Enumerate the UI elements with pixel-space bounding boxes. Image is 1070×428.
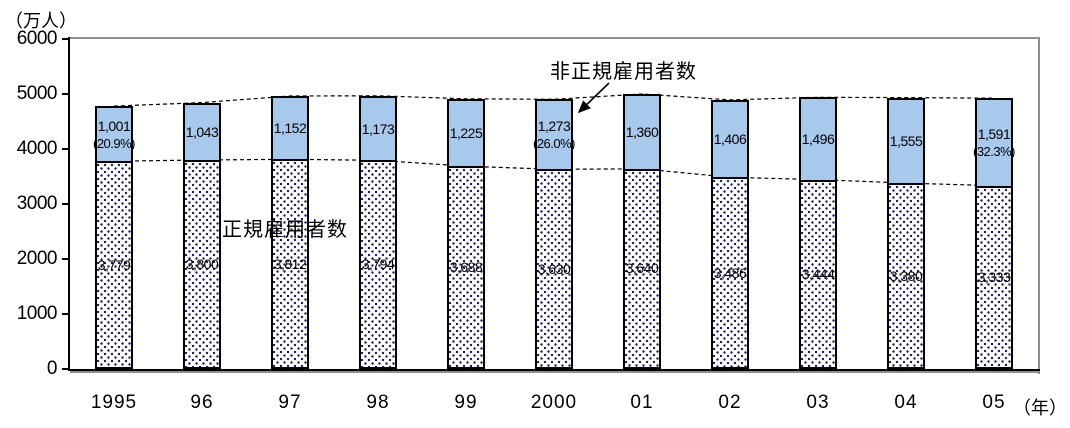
nonregular-value-label: 1,173	[361, 120, 395, 137]
y-tick-mark	[62, 258, 68, 260]
regular-value-label: 3,486	[713, 264, 747, 281]
y-tick-mark	[62, 93, 68, 95]
regular-value-label: 3,688	[449, 259, 483, 276]
nonregular-pct-label: (26.0%)	[532, 136, 576, 152]
nonregular-value-label: 1,225	[449, 124, 483, 141]
plot-border-top	[70, 37, 1040, 39]
nonregular-value-label: 1,555	[889, 132, 923, 149]
nonregular-pct-label: (32.3%)	[972, 143, 1016, 159]
regular-value-label: 3,800	[185, 255, 219, 272]
bar-1995: 1,001 (20.9%) 3,779	[92, 106, 136, 369]
y-tick-label: 1000	[16, 303, 58, 324]
regular-segment: 3,380	[887, 183, 925, 369]
nonregular-segment: 1,496	[799, 97, 837, 182]
nonregular-segment: 1,173	[359, 95, 397, 163]
nonregular-pct-label: (20.9%)	[92, 135, 136, 151]
bar-2000: 1,273 (26.0%) 3,630	[532, 99, 576, 369]
regular-segment: 3,794	[359, 160, 397, 369]
nonregular-value-label: 1,406	[713, 131, 747, 148]
regular-value-label: 3,444	[801, 265, 835, 282]
x-tick-label: 04	[894, 392, 918, 413]
regular-value-label: 3,630	[537, 260, 571, 277]
x-axis-shadow	[70, 371, 1040, 373]
y-tick-mark	[62, 148, 68, 150]
regular-value-label: 3,640	[625, 260, 659, 277]
x-tick-label: 99	[454, 392, 478, 413]
y-tick-label: 2000	[16, 248, 58, 269]
x-tick-label: 2000	[530, 392, 578, 413]
bar-97: 1,152 3,812	[271, 96, 309, 369]
x-tick-label: 97	[278, 392, 302, 413]
nonregular-segment: 1,225	[447, 98, 485, 169]
nonregular-value-label: 1,273	[537, 118, 571, 135]
nonregular-value-label: 1,591	[977, 125, 1011, 142]
y-tick-label: 3000	[16, 193, 58, 214]
regular-segment: 3,812	[271, 159, 309, 369]
nonregular-value-label: 1,001	[97, 117, 131, 134]
y-tick-label: 4000	[16, 138, 58, 159]
regular-segment: 3,688	[447, 166, 485, 369]
nonregular-segment: 1,043	[183, 102, 221, 162]
regular-segment: 3,779	[95, 161, 133, 369]
regular-segment: 3,444	[799, 179, 837, 369]
x-tick-label: 05	[982, 392, 1006, 413]
bar-05: 1,591 (32.3%) 3,333	[972, 98, 1016, 369]
y-tick-mark	[62, 203, 68, 205]
bar-96: 1,043 3,800	[183, 102, 221, 369]
nonregular-segment: 1,273 (26.0%)	[532, 99, 576, 172]
y-tick-label: 0	[46, 358, 58, 379]
regular-segment: 3,640	[623, 168, 661, 369]
y-tick-label: 5000	[16, 83, 58, 104]
plot-border-right	[1038, 37, 1040, 374]
x-tick-label: 98	[366, 392, 390, 413]
bar-02: 1,406 3,486	[711, 99, 749, 369]
bar-03: 1,496 3,444	[799, 97, 837, 369]
y-tick-mark	[62, 368, 68, 370]
nonregular-segment: 1,406	[711, 99, 749, 180]
regular-segment: 3,333	[975, 185, 1013, 369]
x-tick-label: 01	[630, 392, 654, 413]
x-tick-label: 96	[190, 392, 214, 413]
regular-segment: 3,486	[711, 177, 749, 369]
regular-segment: 3,800	[183, 159, 221, 369]
regular-value-label: 3,812	[273, 255, 307, 272]
regular-value-label: 3,779	[97, 256, 131, 273]
regular-value-label: 3,380	[889, 267, 923, 284]
nonregular-value-label: 1,043	[185, 123, 219, 140]
x-tick-label: 02	[718, 392, 742, 413]
bar-98: 1,173 3,794	[359, 95, 397, 369]
regular-series-label: 正規雇用者数	[222, 219, 348, 241]
x-axis-line	[68, 369, 1040, 371]
nonregular-segment: 1,360	[623, 94, 661, 171]
y-axis-unit-label: （万人）	[5, 11, 77, 31]
x-tick-label: 03	[806, 392, 830, 413]
nonregular-segment: 1,001 (20.9%)	[92, 106, 136, 164]
nonregular-value-label: 1,360	[625, 123, 659, 140]
regular-segment: 3,630	[535, 169, 573, 369]
nonregular-segment: 1,152	[271, 96, 309, 162]
bar-99: 1,225 3,688	[447, 98, 485, 369]
nonregular-value-label: 1,496	[801, 130, 835, 147]
x-tick-label: 1995	[90, 392, 138, 413]
bar-01: 1,360 3,640	[623, 94, 661, 369]
y-tick-mark	[62, 38, 68, 40]
regular-value-label: 3,333	[977, 268, 1011, 285]
plot-area: 1,001 (20.9%) 3,779 1,043 3,800 1,152 3,812 1,1…	[70, 39, 1038, 369]
nonregular-series-label: 非正規雇用者数	[550, 61, 697, 83]
nonregular-segment: 1,591 (32.3%)	[972, 98, 1016, 188]
y-tick-label: 6000	[16, 28, 58, 49]
y-tick-mark	[62, 313, 68, 315]
nonregular-value-label: 1,152	[273, 120, 307, 137]
regular-value-label: 3,794	[361, 256, 395, 273]
x-axis-unit-label: （年）	[1013, 398, 1067, 418]
bar-04: 1,555 3,380	[887, 97, 925, 369]
y-axis-line	[68, 37, 70, 371]
nonregular-segment: 1,555	[887, 97, 925, 186]
